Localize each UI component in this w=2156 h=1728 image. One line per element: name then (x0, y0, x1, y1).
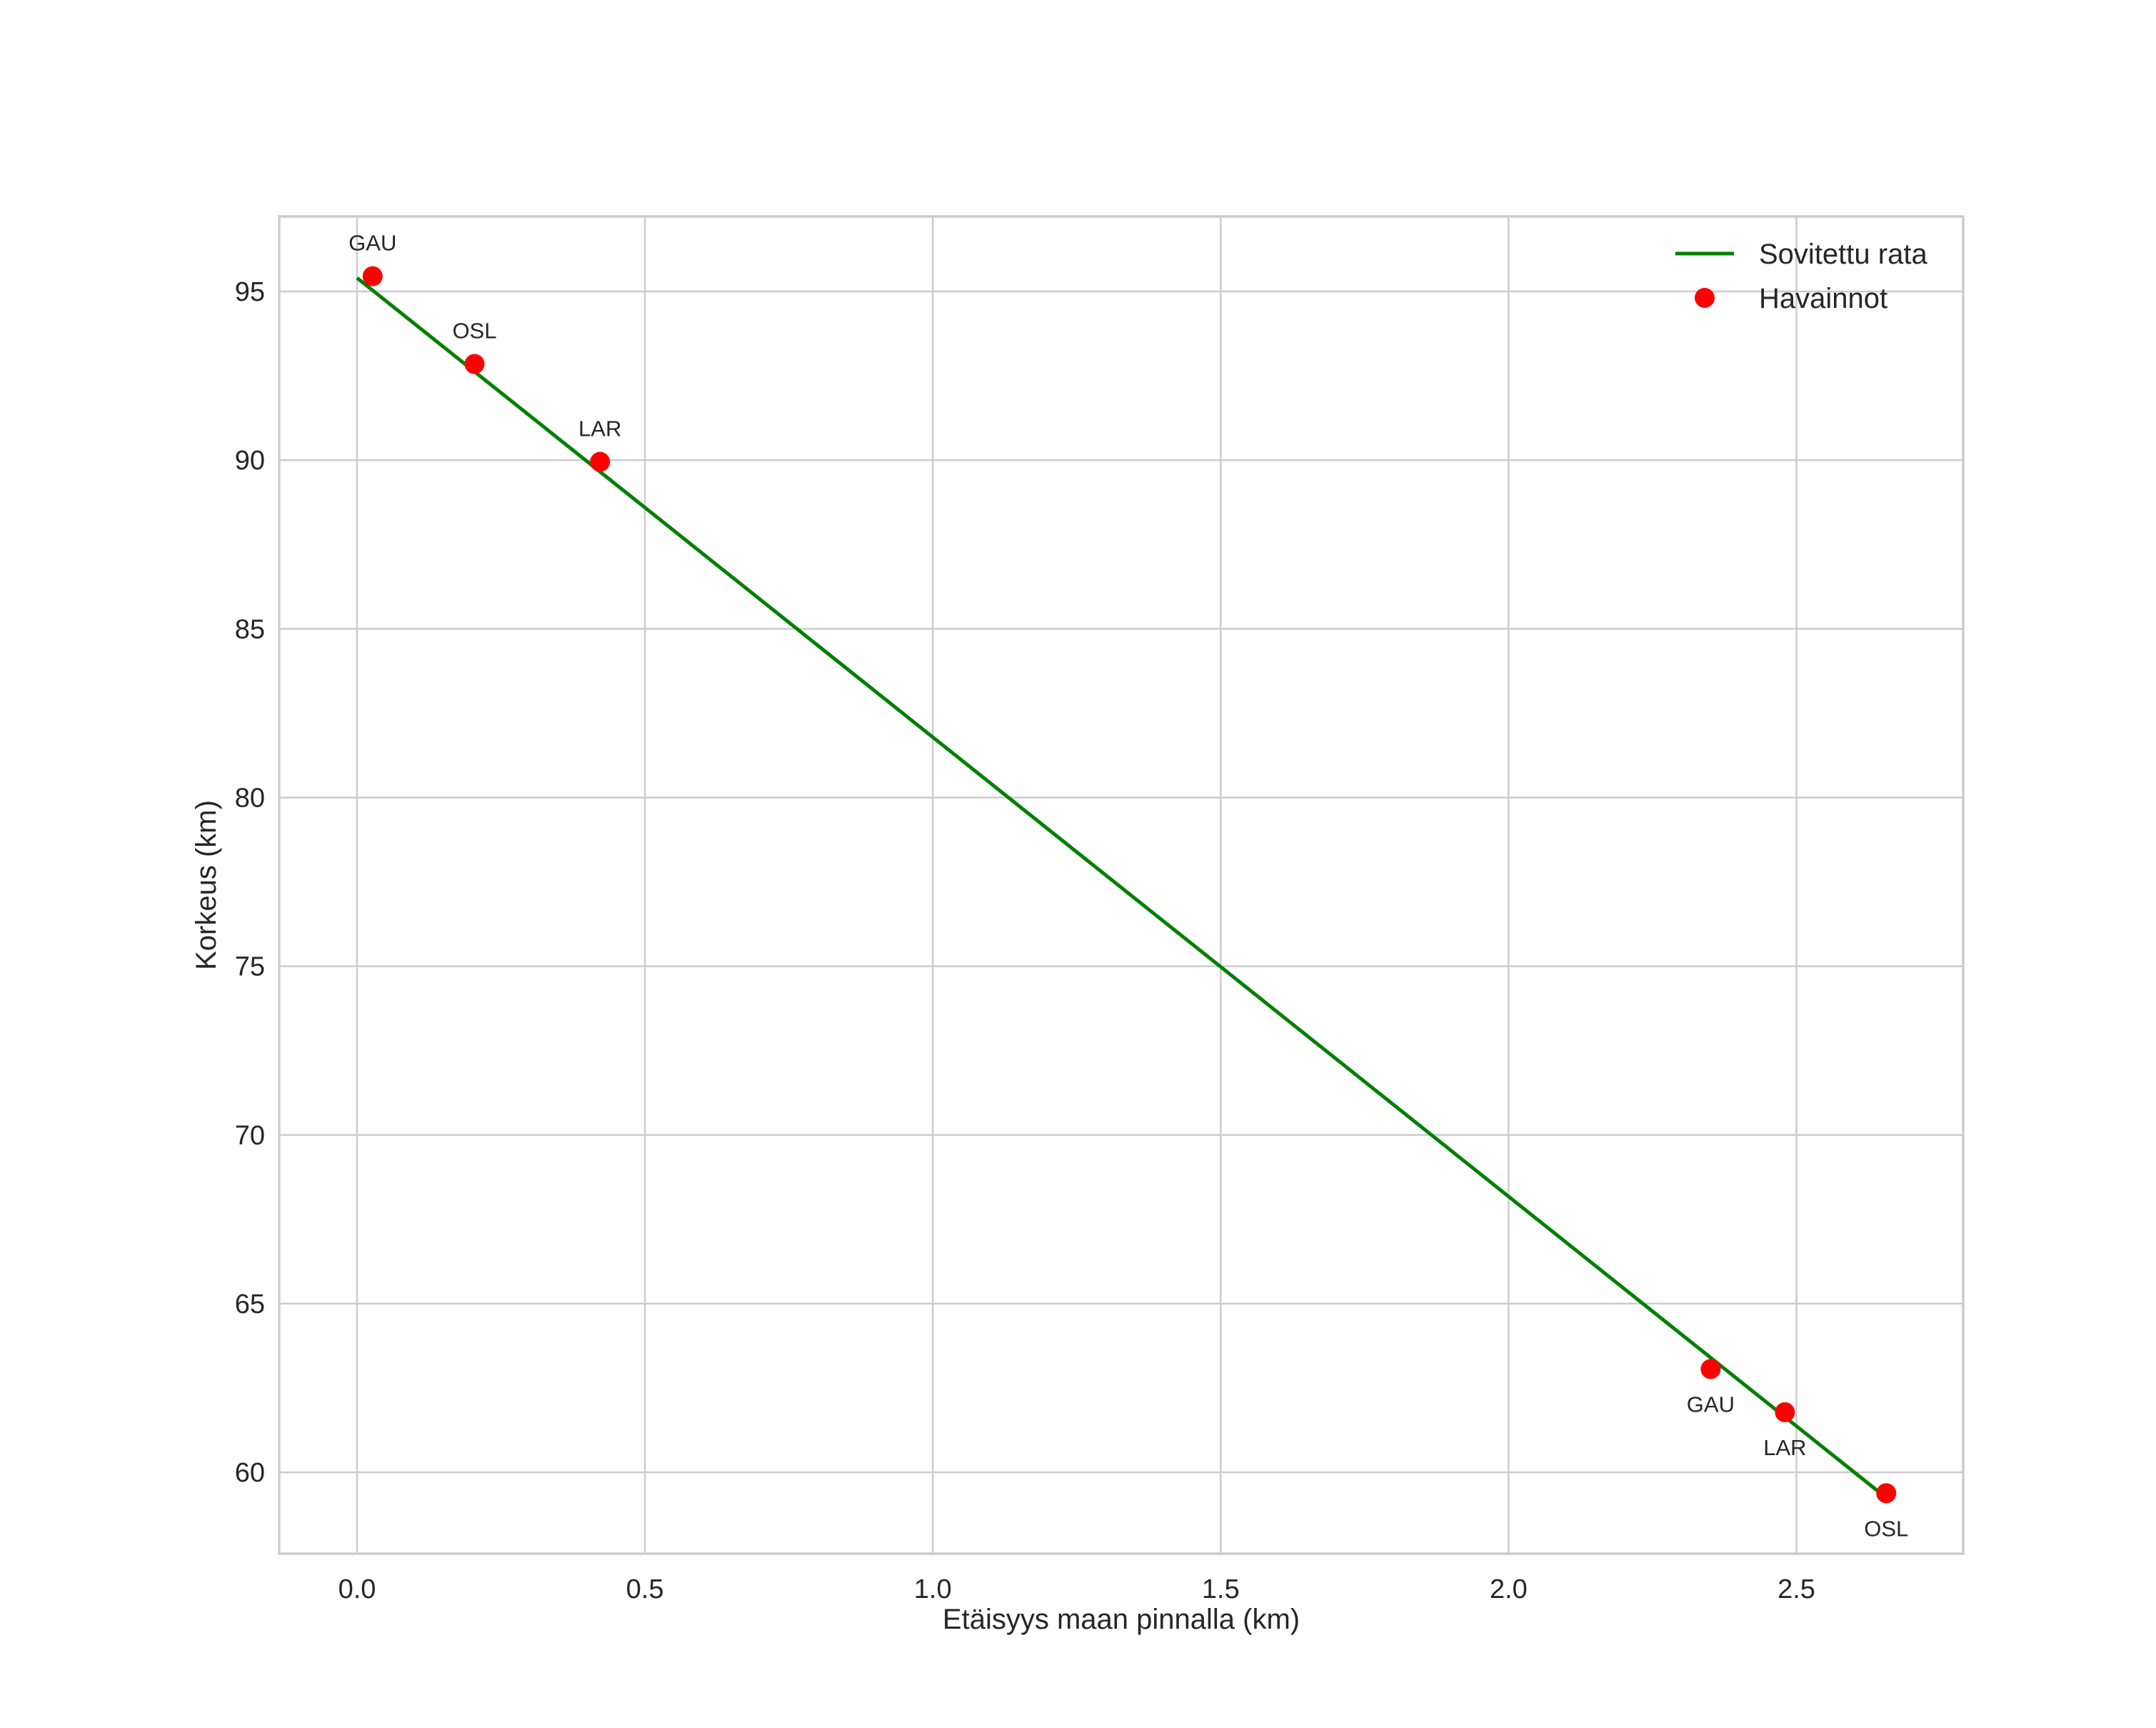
station-label: GAU (1687, 1392, 1735, 1417)
y-tick-label: 95 (235, 277, 265, 307)
y-tick-label: 60 (235, 1458, 265, 1488)
observation-point (590, 451, 611, 472)
x-axis-label: Etäisyys maan pinnalla (km) (943, 1604, 1300, 1635)
y-tick-label: 65 (235, 1289, 265, 1319)
fitted-trajectory-line (356, 276, 1885, 1498)
observation-points: GAU OSL LAR GAU LAR OSL (349, 231, 1908, 1542)
x-tick-label: 0.0 (339, 1574, 376, 1604)
x-tick-label: 2.0 (1490, 1574, 1528, 1604)
station-label: GAU (349, 231, 396, 256)
y-tick-label: 90 (235, 446, 265, 476)
observation-point (464, 354, 485, 374)
y-axis-label: Korkeus (km) (191, 800, 222, 970)
observation-point (1876, 1483, 1897, 1504)
legend-label-observations: Havainnot (1759, 283, 1887, 314)
station-label: LAR (1763, 1435, 1806, 1460)
station-label: OSL (452, 319, 496, 344)
legend: Sovitettu rata Havainnot (1675, 239, 1927, 314)
station-label: OSL (1864, 1516, 1908, 1541)
legend-label-fit: Sovitettu rata (1759, 239, 1927, 270)
y-axis-ticks: 60 65 70 75 80 85 90 95 (235, 277, 265, 1488)
y-tick-label: 80 (235, 783, 265, 813)
x-axis-ticks: 0.0 0.5 1.0 1.5 2.0 2.5 (339, 1574, 1815, 1604)
x-tick-label: 1.5 (1202, 1574, 1240, 1604)
y-tick-label: 70 (235, 1121, 265, 1151)
observation-point (1775, 1402, 1795, 1422)
station-label: LAR (578, 416, 621, 441)
x-tick-label: 0.5 (626, 1574, 664, 1604)
legend-dot-icon (1695, 288, 1715, 308)
x-tick-label: 2.5 (1778, 1574, 1815, 1604)
plot-frame (278, 215, 1965, 1555)
observation-point (1700, 1359, 1721, 1379)
observation-point (362, 266, 383, 286)
x-tick-label: 1.0 (914, 1574, 952, 1604)
y-tick-label: 75 (235, 952, 265, 982)
grid-lines (279, 216, 1963, 1554)
y-tick-label: 85 (235, 614, 265, 644)
